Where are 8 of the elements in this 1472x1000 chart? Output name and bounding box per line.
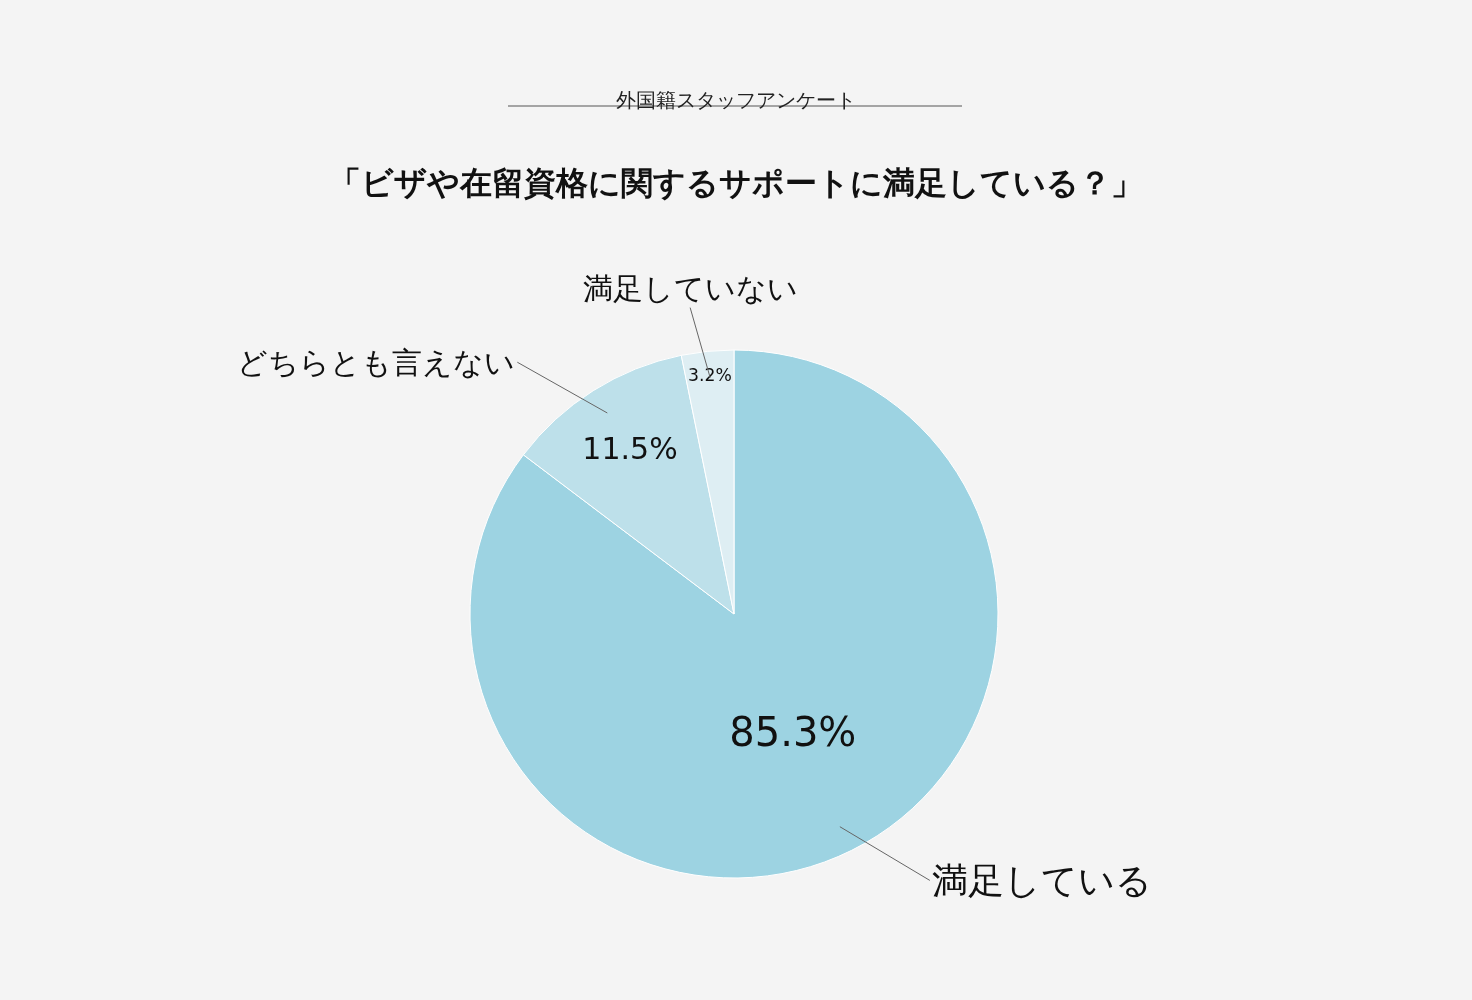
slice-label: どちらとも言えない (237, 345, 515, 380)
chart-title: 「ビザや在留資格に関するサポートに満足している？」 (329, 164, 1143, 202)
slice-label: 満足している (932, 860, 1152, 901)
data-label: 11.5% (582, 431, 678, 467)
data-label: 3.2% (688, 365, 732, 386)
slice-label: 満足していない (583, 271, 798, 306)
chart-subtitle: 外国籍スタッフアンケート (616, 88, 856, 112)
data-label: 85.3% (729, 709, 857, 756)
